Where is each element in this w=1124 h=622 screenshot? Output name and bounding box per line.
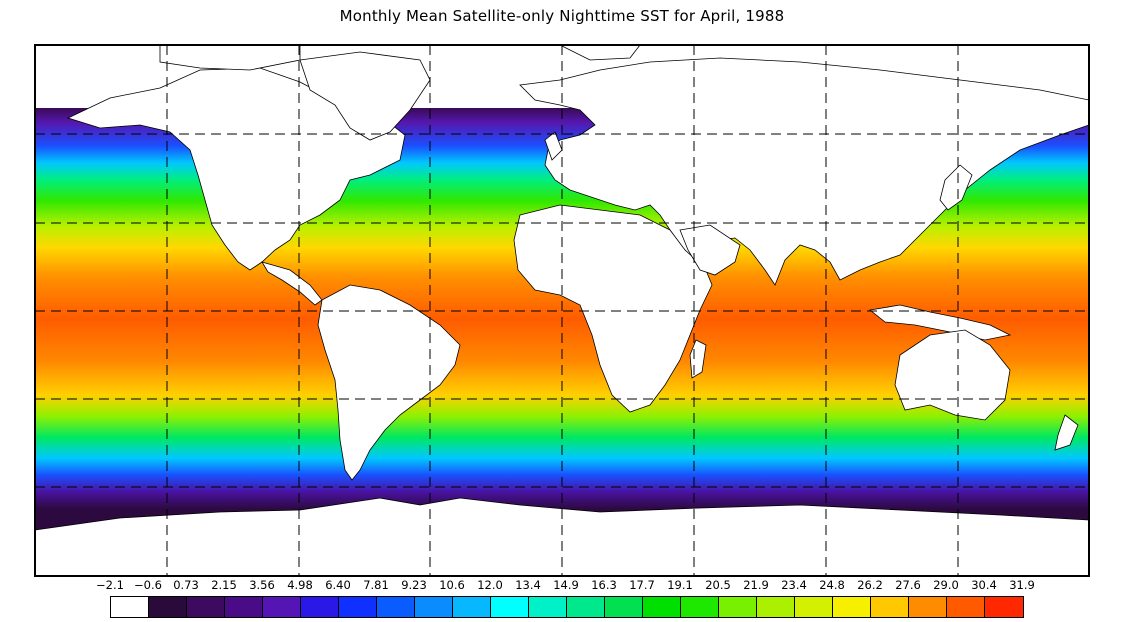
- colorbar: [110, 596, 1024, 618]
- colorbar-tick-label: 4.98: [287, 578, 313, 592]
- colorbar-swatch: [491, 597, 529, 617]
- colorbar-tick-label: 24.8: [819, 578, 845, 592]
- colorbar-tick-labels: −2.1 −0.6 0.73 2.15 3.56 4.98 6.40 7.81 9.23 10.6…: [0, 578, 1124, 596]
- colorbar-tick-label: −0.6: [134, 578, 162, 592]
- colorbar-swatch: [263, 597, 301, 617]
- colorbar-tick-label: 7.81: [363, 578, 389, 592]
- colorbar-swatch: [225, 597, 263, 617]
- colorbar-tick-label: 16.3: [591, 578, 617, 592]
- colorbar-tick-label: 29.0: [933, 578, 959, 592]
- colorbar-swatch: [985, 597, 1023, 617]
- colorbar-swatch: [339, 597, 377, 617]
- colorbar-tick-label: 13.4: [515, 578, 541, 592]
- colorbar-tick-label: 23.4: [781, 578, 807, 592]
- africa: [513, 204, 713, 413]
- colorbar-tick-label: 14.9: [553, 578, 579, 592]
- australia: [894, 329, 1011, 421]
- eurasia: [519, 57, 1089, 286]
- arabian-peninsula: [679, 224, 741, 276]
- colorbar-swatch: [529, 597, 567, 617]
- colorbar-tick-label: 17.7: [629, 578, 655, 592]
- colorbar-swatch: [719, 597, 757, 617]
- landmasses: [35, 45, 1089, 576]
- colorbar-swatch: [149, 597, 187, 617]
- colorbar-swatch: [377, 597, 415, 617]
- map-title: Monthly Mean Satellite-only Nighttime SS…: [339, 7, 785, 25]
- colorbar-swatch: [871, 597, 909, 617]
- colorbar-swatch: [681, 597, 719, 617]
- colorbar-swatch: [187, 597, 225, 617]
- japan: [939, 164, 973, 211]
- colorbar-tick-label: 31.9: [1009, 578, 1035, 592]
- colorbar-swatch: [757, 597, 795, 617]
- colorbar-swatch: [643, 597, 681, 617]
- colorbar-tick-label: 2.15: [211, 578, 237, 592]
- colorbar-tick-label: 21.9: [743, 578, 769, 592]
- map-frame: [34, 44, 1090, 577]
- indonesia-islands: [869, 304, 1012, 341]
- arctic-islands: [159, 45, 301, 71]
- colorbar-tick-label: 3.56: [249, 578, 275, 592]
- colorbar-swatch: [111, 597, 149, 617]
- colorbar-swatch: [301, 597, 339, 617]
- colorbar-tick-label: 9.23: [401, 578, 427, 592]
- north-america: [66, 67, 406, 271]
- colorbar-tick-label: 30.4: [971, 578, 997, 592]
- svalbard: [559, 45, 641, 61]
- colorbar-swatch: [947, 597, 985, 617]
- colorbar-tick-label: −2.1: [96, 578, 124, 592]
- colorbar-swatch: [605, 597, 643, 617]
- colorbar-tick-label: 19.1: [667, 578, 693, 592]
- colorbar-tick-label: 27.6: [895, 578, 921, 592]
- colorbar-swatch: [909, 597, 947, 617]
- colorbar-tick-label: 0.73: [173, 578, 199, 592]
- south-america: [317, 284, 461, 481]
- colorbar-swatch: [567, 597, 605, 617]
- colorbar-swatch: [795, 597, 833, 617]
- central-america: [261, 261, 323, 306]
- map-grid: [35, 45, 1089, 576]
- colorbar-swatch: [833, 597, 871, 617]
- greenland: [299, 51, 431, 141]
- colorbar-tick-label: 26.2: [857, 578, 883, 592]
- colorbar-swatch: [415, 597, 453, 617]
- colorbar-tick-label: 20.5: [705, 578, 731, 592]
- colorbar-swatch: [453, 597, 491, 617]
- colorbar-tick-label: 6.40: [325, 578, 351, 592]
- colorbar-tick-label: 10.6: [439, 578, 465, 592]
- colorbar-tick-label: 12.0: [477, 578, 503, 592]
- new-zealand: [1054, 414, 1079, 451]
